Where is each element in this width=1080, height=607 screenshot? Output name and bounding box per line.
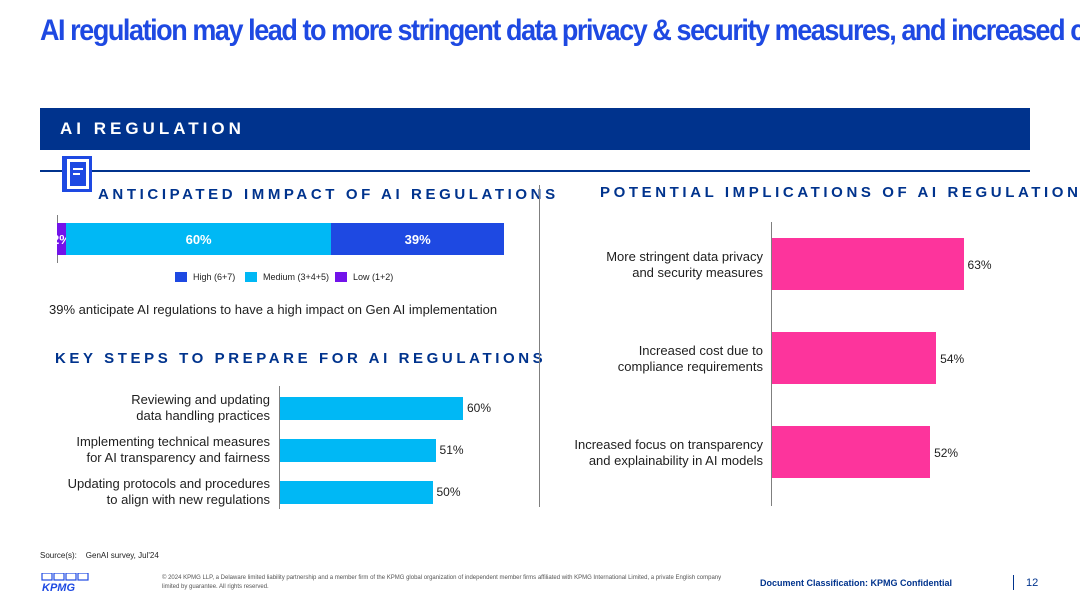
source-note: Source(s): GenAI survey, Jul'24	[40, 551, 159, 560]
page-number-separator	[1013, 575, 1014, 590]
column-divider	[539, 185, 540, 507]
key-steps-category-1-line-1: Implementing technical measures	[76, 434, 270, 449]
key-steps-bar-0	[280, 397, 463, 420]
key-steps-category-1: Implementing technical measures for AI tr…	[40, 434, 270, 466]
key-steps-value-2: 50%	[436, 485, 461, 499]
implications-category-1: Increased cost due to compliance requirem…	[540, 343, 763, 375]
key-steps-category-0: Reviewing and updating data handling prac…	[40, 392, 270, 424]
implications-category-2-line-2: and explainability in AI models	[588, 453, 763, 468]
legend-swatch-low	[335, 272, 347, 282]
copyright-text: © 2024 KPMG LLP, a Delaware limited liab…	[162, 575, 722, 590]
implications-chart-heading: POTENTIAL IMPLICATIONS OF AI REGULATIONS	[600, 184, 1080, 201]
impact-legend: High (6+7) Medium (3+4+5) Low (1+2)	[175, 272, 475, 284]
implications-bar-0	[772, 238, 964, 290]
legend-swatch-high	[175, 272, 187, 282]
implications-value-0: 63%	[967, 258, 992, 272]
impact-segment-high: 39%	[331, 223, 504, 255]
banner-label: AI REGULATION	[60, 119, 245, 138]
impact-label-high: 39%	[404, 231, 431, 247]
impact-segment-medium: 60%	[65, 223, 332, 255]
key-steps-axis	[279, 386, 280, 509]
kpmg-logo: KPMG	[40, 572, 90, 594]
page-number: 12	[1026, 577, 1039, 589]
implications-category-0-line-1: More stringent data privacy	[606, 249, 763, 264]
legend-label-medium: Medium (3+4+5)	[263, 272, 330, 282]
implications-value-2: 52%	[934, 446, 959, 460]
implications-axis	[771, 222, 772, 506]
implications-category-1-line-1: Increased cost due to	[638, 343, 763, 358]
impact-stacked-bar: 2% 60% 39%	[52, 223, 507, 255]
key-steps-category-2: Updating protocols and procedures to alig…	[40, 476, 270, 508]
key-steps-category-0-line-2: data handling practices	[136, 408, 270, 423]
legend-item-low: Low (1+2)	[335, 272, 393, 282]
kpmg-logo-text: KPMG	[42, 582, 75, 593]
source-value: GenAI survey, Jul'24	[85, 551, 159, 560]
key-steps-category-0-line-1: Reviewing and updating	[131, 392, 270, 407]
legend-item-high: High (6+7)	[175, 272, 235, 282]
section-banner: AI REGULATION	[40, 108, 1030, 150]
key-steps-category-2-line-1: Updating protocols and procedures	[67, 476, 270, 491]
banner-underline	[40, 170, 1030, 172]
source-label: Source(s):	[40, 551, 77, 560]
legend-label-high: High (6+7)	[193, 272, 236, 282]
legend-item-medium: Medium (3+4+5)	[245, 272, 329, 282]
key-steps-value-1: 51%	[439, 443, 464, 457]
implications-category-0: More stringent data privacy and security …	[540, 249, 763, 281]
legend-label-low: Low (1+2)	[353, 272, 394, 282]
implications-category-2-line-1: Increased focus on transparency	[574, 437, 763, 452]
key-steps-category-1-line-2: for AI transparency and fairness	[86, 450, 270, 465]
implications-category-0-line-2: and security measures	[632, 265, 763, 280]
impact-summary-text: 39% anticipate AI regulations to have a …	[49, 302, 498, 317]
legend-swatch-medium	[245, 272, 257, 282]
key-steps-value-0: 60%	[467, 401, 492, 415]
impact-segment-low: 2%	[52, 223, 71, 255]
implications-bar-1	[772, 332, 937, 384]
document-icon	[62, 156, 92, 192]
implications-category-1-line-2: compliance requirements	[617, 359, 763, 374]
key-steps-heading: KEY STEPS TO PREPARE FOR AI REGULATIONS	[55, 350, 547, 367]
implications-bar-2	[772, 426, 931, 478]
key-steps-bar-2	[280, 481, 433, 504]
implications-value-1: 54%	[940, 352, 965, 366]
key-steps-category-2-line-2: to align with new regulations	[106, 492, 270, 507]
impact-label-medium: 60%	[185, 231, 212, 247]
document-classification: Document Classification: KPMG Confidenti…	[760, 578, 953, 588]
impact-chart-heading: ANTICIPATED IMMPACT OF AI REGULATIONS	[98, 186, 559, 203]
implications-category-2: Increased focus on transparency and expla…	[540, 437, 763, 469]
page-title: AI regulation may lead to more stringent…	[40, 14, 1080, 47]
key-steps-bar-1	[280, 439, 436, 462]
